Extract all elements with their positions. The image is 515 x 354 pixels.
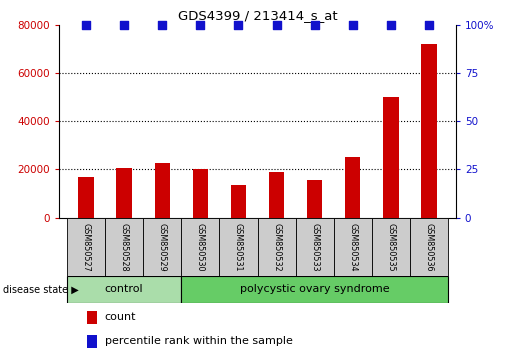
- Text: count: count: [105, 312, 136, 322]
- Bar: [410, 218, 448, 276]
- Text: GSM850530: GSM850530: [196, 223, 205, 271]
- Bar: [258, 218, 296, 276]
- Text: percentile rank within the sample: percentile rank within the sample: [105, 336, 293, 346]
- Bar: [383, 97, 399, 218]
- Bar: [67, 276, 181, 303]
- Text: GSM850529: GSM850529: [158, 223, 167, 271]
- Point: [196, 22, 204, 28]
- Bar: [181, 218, 219, 276]
- Bar: [78, 177, 94, 218]
- Bar: [231, 185, 246, 218]
- Bar: [181, 276, 448, 303]
- Text: GSM850534: GSM850534: [348, 223, 357, 271]
- Point: [82, 22, 90, 28]
- Point: [234, 22, 243, 28]
- Text: disease state ▶: disease state ▶: [3, 284, 78, 295]
- Text: GSM850528: GSM850528: [119, 223, 129, 271]
- Bar: [87, 335, 97, 348]
- Text: GSM850535: GSM850535: [386, 223, 396, 271]
- Point: [349, 22, 357, 28]
- Text: GSM850536: GSM850536: [424, 223, 434, 271]
- Bar: [334, 218, 372, 276]
- Bar: [307, 180, 322, 218]
- Bar: [269, 172, 284, 218]
- Bar: [219, 218, 258, 276]
- Bar: [193, 170, 208, 218]
- Point: [387, 22, 395, 28]
- Bar: [87, 311, 97, 324]
- Title: GDS4399 / 213414_s_at: GDS4399 / 213414_s_at: [178, 9, 337, 22]
- Point: [158, 22, 166, 28]
- Bar: [67, 218, 105, 276]
- Text: polycystic ovary syndrome: polycystic ovary syndrome: [240, 284, 389, 295]
- Bar: [143, 218, 181, 276]
- Bar: [105, 218, 143, 276]
- Bar: [154, 164, 170, 218]
- Point: [425, 22, 433, 28]
- Text: GSM850527: GSM850527: [81, 223, 91, 271]
- Text: GSM850533: GSM850533: [310, 223, 319, 271]
- Bar: [372, 218, 410, 276]
- Point: [311, 22, 319, 28]
- Point: [120, 22, 128, 28]
- Text: control: control: [105, 284, 143, 295]
- Point: [272, 22, 281, 28]
- Bar: [116, 168, 132, 218]
- Text: GSM850531: GSM850531: [234, 223, 243, 271]
- Bar: [296, 218, 334, 276]
- Bar: [345, 158, 360, 218]
- Text: GSM850532: GSM850532: [272, 223, 281, 271]
- Bar: [421, 44, 437, 218]
